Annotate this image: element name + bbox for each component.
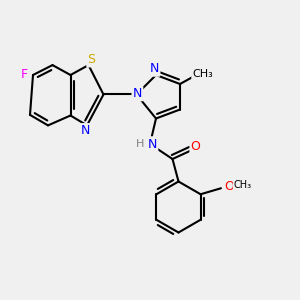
Text: N: N [81, 124, 90, 137]
Text: CH₃: CH₃ [192, 69, 213, 80]
Text: F: F [21, 68, 28, 82]
Text: S: S [88, 53, 95, 66]
Text: O: O [191, 140, 200, 153]
Text: CH₃: CH₃ [234, 180, 252, 190]
Text: O: O [224, 180, 234, 193]
Text: N: N [150, 62, 159, 76]
Text: N: N [148, 137, 157, 151]
Text: H: H [136, 139, 145, 149]
Text: N: N [133, 87, 142, 100]
